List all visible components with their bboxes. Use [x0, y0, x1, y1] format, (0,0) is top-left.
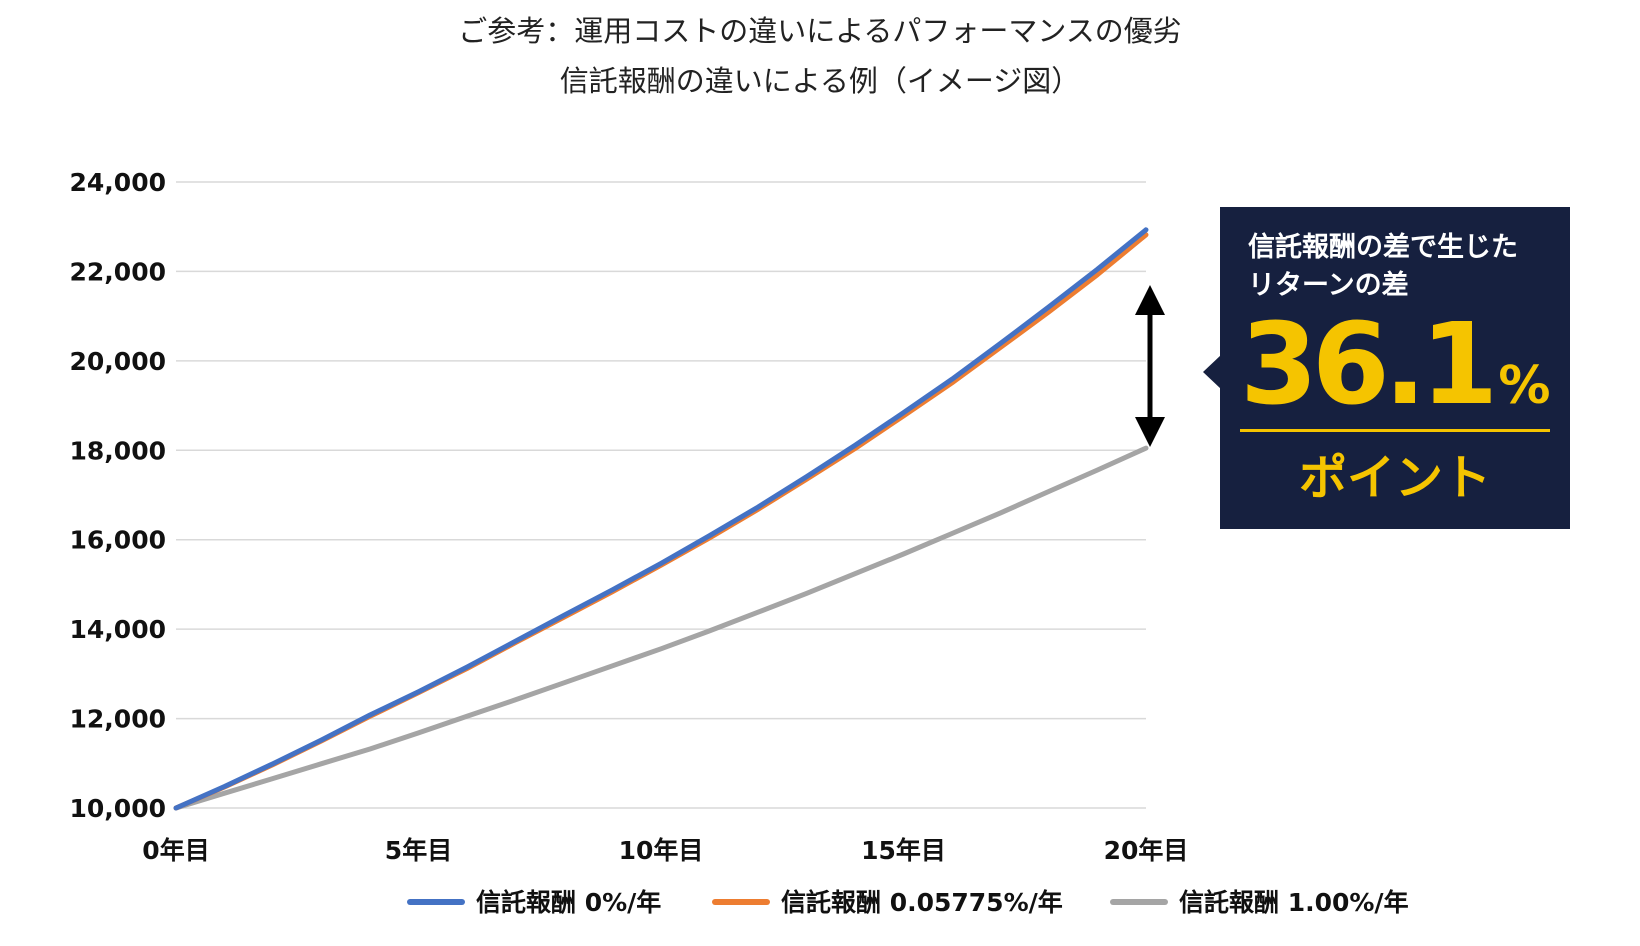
callout-text-line2: リターンの差: [1248, 270, 1409, 301]
legend-label: 信託報酬 0%/年: [476, 888, 661, 917]
x-tick-label: 0年目: [142, 836, 209, 865]
x-tick-label: 5年目: [385, 836, 452, 865]
chart-title-block: ご参考：運用コストの違いによるパフォーマンスの優劣 信託報酬の違いによる例（イメ…: [0, 6, 1640, 106]
y-tick-label: 18,000: [70, 436, 166, 465]
grid-layer: [176, 181, 1146, 809]
x-tick-label: 20年目: [1104, 836, 1189, 865]
y-tick-label: 16,000: [70, 526, 166, 555]
callout-pointer: [1203, 355, 1221, 389]
y-tick-label: 24,000: [70, 168, 166, 197]
y-tick-label: 22,000: [70, 257, 166, 286]
x-tick-label: 15年目: [861, 836, 946, 865]
legend-label: 信託報酬 1.00%/年: [1179, 888, 1409, 917]
x-axis-ticks: 0年目 5年目 10年目 15年目 20年目: [142, 836, 1188, 865]
callout-text-line1: 信託報酬の差で生じた: [1248, 232, 1518, 263]
series-line: [173, 445, 1149, 811]
y-tick-label: 14,000: [70, 615, 166, 644]
callout-divider: [1240, 429, 1550, 432]
legend-label: 信託報酬 0.05775%/年: [781, 888, 1063, 917]
y-axis-ticks: 10,000 12,000 14,000 16,000 18,000 20,000 22,0…: [70, 168, 166, 823]
y-tick-label: 10,000: [70, 794, 166, 823]
chart-title: ご参考：運用コストの違いによるパフォーマンスの優劣: [458, 14, 1182, 48]
chart-subtitle: 信託報酬の違いによる例（イメージ図）: [559, 64, 1081, 98]
legend: 信託報酬 0%/年 信託報酬 0.05775%/年 信託報酬 1.00%/年: [407, 888, 1409, 917]
callout-description: 信託報酬の差で生じた リターンの差: [1248, 229, 1558, 305]
return-difference-callout: 信託報酬の差で生じた リターンの差 36.1% ポイント: [1220, 207, 1570, 529]
x-tick-label: 10年目: [619, 836, 704, 865]
y-tick-label: 12,000: [70, 705, 166, 734]
series-line: [173, 227, 1149, 811]
callout-value: 36.1%: [1240, 309, 1560, 421]
callout-value-unit: %: [1498, 356, 1551, 416]
series-layer: [173, 227, 1149, 811]
series-line: [173, 232, 1149, 811]
callout-points-label: ポイント: [1298, 450, 1491, 506]
callout-value-number: 36.1: [1240, 300, 1498, 430]
y-tick-label: 20,000: [70, 347, 166, 376]
